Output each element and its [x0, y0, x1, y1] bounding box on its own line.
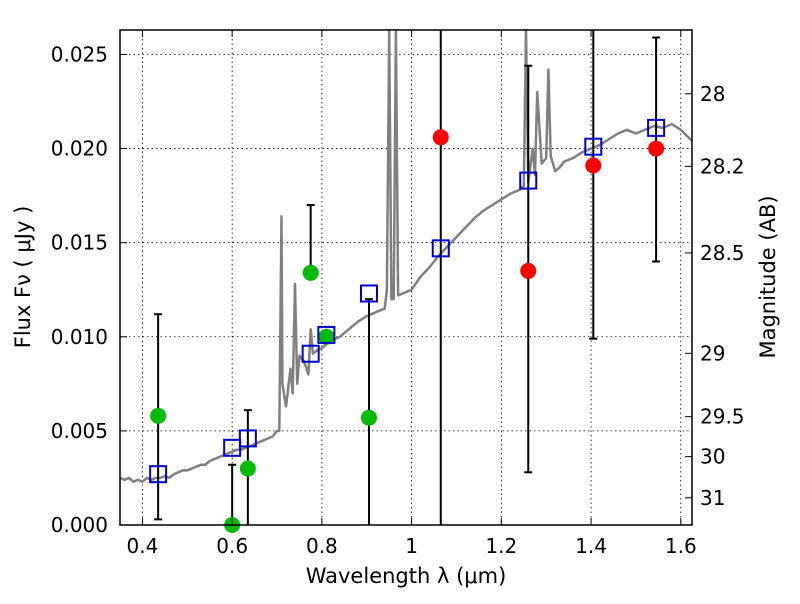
- flux-point: [302, 264, 319, 281]
- axis-tick-labels: 0.4 0.6 0.8 1 1.2 1.4 1.6 0.000 0.005 0.010 0.015 0…: [51, 42, 745, 558]
- flux-point: [150, 407, 167, 424]
- x-axis-title: Wavelength λ (μm): [306, 564, 507, 588]
- flux-point: [239, 460, 256, 477]
- model-flux-square: [519, 171, 538, 190]
- model-flux-square: [359, 284, 378, 303]
- y-axis-title: Flux Fν ( μJy ): [11, 206, 35, 349]
- y2-tick-label: 29.5: [700, 405, 745, 429]
- model-flux-square: [301, 344, 320, 363]
- model-flux-square: [317, 325, 336, 344]
- model-flux-square: [149, 465, 168, 484]
- model-flux-square: [584, 137, 603, 156]
- y2-tick-label: 28.5: [700, 241, 745, 265]
- y2-tick-label: 28.2: [700, 154, 745, 178]
- model-flux-square: [238, 429, 257, 448]
- x-tick-label: 1.4: [575, 534, 607, 558]
- model-spectrum-layer: [119, 28, 693, 483]
- y2-tick-label: 30: [700, 445, 725, 469]
- model-flux-square: [647, 118, 666, 137]
- x-tick-label: 0.6: [216, 534, 248, 558]
- y-tick-label: 0.005: [51, 419, 108, 443]
- y-tick-label: 0.010: [51, 325, 108, 349]
- model-flux-square: [431, 239, 450, 258]
- axis-ticks: [120, 30, 692, 526]
- x-tick-label: 1: [405, 534, 418, 558]
- x-tick-label: 1.6: [665, 534, 697, 558]
- x-tick-label: 1.2: [485, 534, 517, 558]
- y2-tick-label: 29: [700, 341, 725, 365]
- model-spectrum-line: [119, 28, 693, 483]
- y2-tick-label: 28: [700, 82, 725, 106]
- plot-frame: [119, 29, 693, 526]
- y-tick-label: 0.015: [51, 231, 108, 255]
- y-tick-label: 0.025: [51, 42, 108, 66]
- y2-tick-label: 31: [700, 486, 725, 510]
- flux-point: [360, 409, 377, 426]
- flux-point: [520, 262, 537, 279]
- y2-axis-title: Magnitude (AB): [756, 195, 780, 358]
- x-tick-label: 0.8: [306, 534, 338, 558]
- flux-point: [585, 157, 602, 174]
- model-flux-square: [223, 438, 242, 457]
- y-tick-label: 0.000: [51, 513, 108, 537]
- markers-layer: [149, 118, 666, 533]
- flux-point: [648, 140, 665, 157]
- x-tick-label: 0.4: [127, 534, 159, 558]
- y-tick-label: 0.020: [51, 137, 108, 161]
- flux-point: [432, 129, 449, 146]
